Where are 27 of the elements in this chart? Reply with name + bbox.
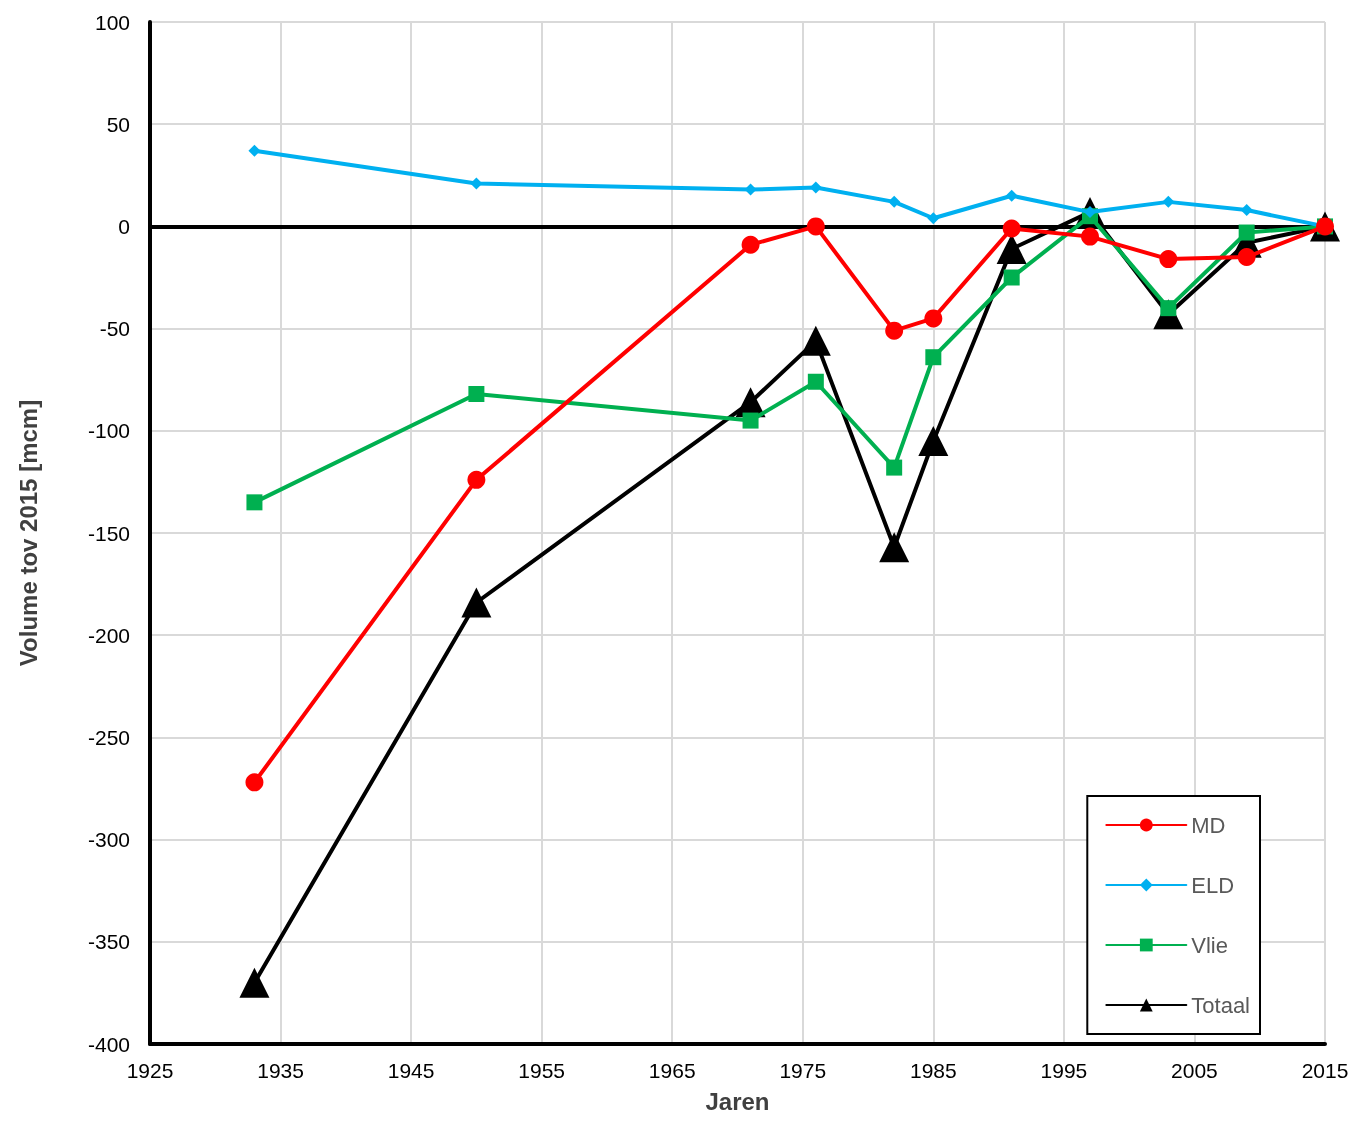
y-tick-label: -50 — [99, 317, 130, 341]
x-tick-label: 1935 — [257, 1059, 304, 1082]
x-tick-label: 1955 — [518, 1059, 566, 1082]
y-tick-label: -350 — [87, 930, 130, 954]
x-tick-label: 1995 — [1040, 1059, 1088, 1082]
x-tick-label: 1985 — [909, 1059, 957, 1082]
y-tick-label: 50 — [106, 112, 130, 136]
x-tick-label: 1965 — [648, 1059, 696, 1082]
y-tick-label: -250 — [87, 725, 130, 749]
y-tick-label: -200 — [87, 623, 130, 647]
x-tick-label: 1945 — [387, 1059, 435, 1082]
y-tick-label: -400 — [87, 1032, 130, 1056]
legend-label: Vlie — [1191, 932, 1228, 958]
legend-label: MD — [1191, 812, 1226, 838]
y-tick-label: -100 — [87, 419, 130, 443]
y-tick-label: 0 — [118, 214, 130, 238]
y-tick-label: -300 — [87, 828, 130, 852]
x-tick-label: 1975 — [779, 1059, 827, 1082]
y-tick-label: 100 — [94, 10, 130, 34]
x-axis-title: Jaren — [705, 1087, 770, 1115]
x-tick-label: 1925 — [126, 1059, 174, 1082]
x-tick-label: 2005 — [1171, 1059, 1218, 1082]
x-tick-label: 2015 — [1301, 1059, 1349, 1082]
y-axis-title: Volume tov 2015 [mcm] — [14, 399, 42, 667]
y-tick-label: -150 — [87, 521, 130, 545]
legend-label: Totaal — [1191, 992, 1251, 1018]
legend-label: ELD — [1191, 872, 1235, 898]
